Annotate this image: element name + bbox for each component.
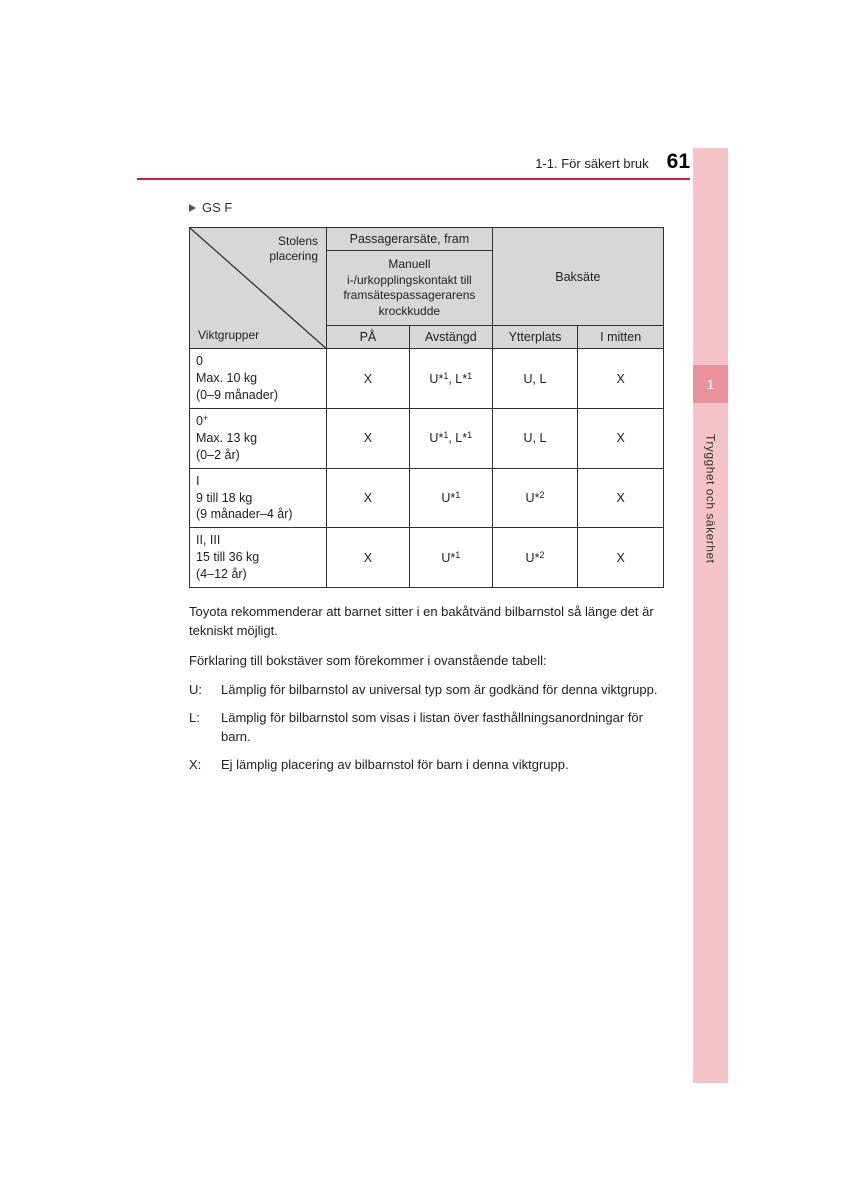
col-outer: Ytterplats xyxy=(492,326,578,349)
table-row: 0Max. 10 kg(0–9 månader)XU*1, L*1U, LX xyxy=(190,349,664,409)
col-on: PÅ xyxy=(327,326,410,349)
back-seat-header: Baksäte xyxy=(492,228,663,326)
page-header: 1-1. För säkert bruk 61 xyxy=(137,150,690,180)
suitability-cell: X xyxy=(327,409,410,469)
weight-group-label: 0+Max. 13 kg(0–2 år) xyxy=(190,409,327,469)
suitability-cell: U*2 xyxy=(492,528,578,588)
legend-key: L: xyxy=(189,708,207,747)
section-label: 1-1. För säkert bruk xyxy=(535,156,648,171)
legend-text: Lämplig för bilbarnstol som visas i list… xyxy=(221,708,664,747)
page-number: 61 xyxy=(667,150,690,174)
col-off: Avstängd xyxy=(409,326,492,349)
diag-bottom-label: Viktgrupper xyxy=(198,328,259,342)
triangle-icon xyxy=(189,204,196,212)
suitability-cell: X xyxy=(578,468,664,528)
suitability-cell: X xyxy=(327,468,410,528)
page-content: GS F Stolensplacering Viktgrupper Passag… xyxy=(189,200,664,782)
suitability-cell: X xyxy=(327,528,410,588)
table-row: II, III15 till 36 kg(4–12 år)XU*1U*2X xyxy=(190,528,664,588)
model-heading: GS F xyxy=(189,200,664,215)
suitability-cell: U, L xyxy=(492,409,578,469)
weight-group-label: 0Max. 10 kg(0–9 månader) xyxy=(190,349,327,409)
front-seat-header: Passagerarsäte, fram xyxy=(327,228,493,251)
suitability-cell: U*1 xyxy=(409,528,492,588)
suitability-cell: X xyxy=(578,528,664,588)
legend-row: U: Lämplig för bilbarnstol av universal t… xyxy=(189,680,664,700)
table-row: 0+Max. 13 kg(0–2 år)XU*1, L*1U, LX xyxy=(190,409,664,469)
table-row: I9 till 18 kg(9 månader–4 år)XU*1U*2X xyxy=(190,468,664,528)
suitability-cell: U*2 xyxy=(492,468,578,528)
legend-text: Ej lämplig placering av bilbarnstol för … xyxy=(221,755,664,775)
side-tab-chapter-title: Trygghet och säkerhet xyxy=(693,430,728,730)
legend-key: X: xyxy=(189,755,207,775)
weight-group-label: I9 till 18 kg(9 månader–4 år) xyxy=(190,468,327,528)
suitability-cell: X xyxy=(327,349,410,409)
recommendation-paragraph: Toyota rekommenderar att barnet sitter i… xyxy=(189,602,664,641)
diag-header-cell: Stolensplacering Viktgrupper xyxy=(190,228,327,349)
legend-row: X: Ej lämplig placering av bilbarnstol fö… xyxy=(189,755,664,775)
suitability-cell: X xyxy=(578,349,664,409)
legend-intro: Förklaring till bokstäver som förekommer… xyxy=(189,651,664,671)
legend-key: U: xyxy=(189,680,207,700)
suitability-cell: U, L xyxy=(492,349,578,409)
legend-text: Lämplig för bilbarnstol av universal typ… xyxy=(221,680,664,700)
model-label: GS F xyxy=(202,200,232,215)
diag-top-label: Stolensplacering xyxy=(269,234,318,264)
front-seat-subheader: Manuell i-/urkopplingskontakt till frams… xyxy=(327,251,493,326)
suitability-cell: U*1, L*1 xyxy=(409,349,492,409)
legend-definitions: U: Lämplig för bilbarnstol av universal t… xyxy=(189,680,664,774)
legend-row: L: Lämplig för bilbarnstol som visas i li… xyxy=(189,708,664,747)
col-middle: I mitten xyxy=(578,326,664,349)
suitability-cell: U*1 xyxy=(409,468,492,528)
seat-suitability-table: Stolensplacering Viktgrupper Passagerars… xyxy=(189,227,664,588)
side-tab-chapter-number: 1 xyxy=(693,365,728,403)
weight-group-label: II, III15 till 36 kg(4–12 år) xyxy=(190,528,327,588)
suitability-cell: U*1, L*1 xyxy=(409,409,492,469)
suitability-cell: X xyxy=(578,409,664,469)
